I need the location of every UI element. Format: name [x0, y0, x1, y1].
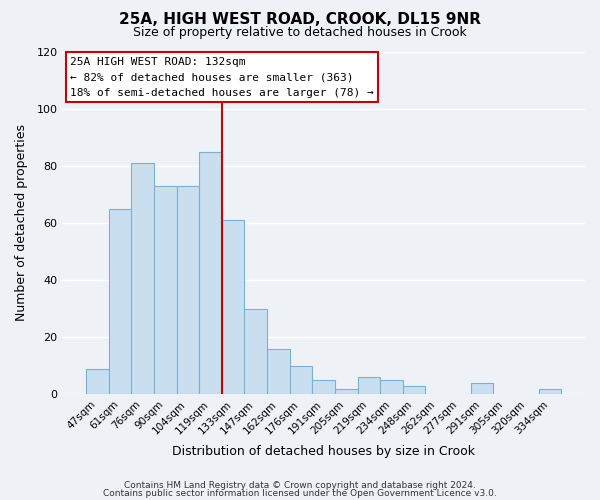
- Bar: [313, 380, 335, 394]
- Bar: [290, 366, 313, 394]
- Text: Size of property relative to detached houses in Crook: Size of property relative to detached ho…: [133, 26, 467, 39]
- Text: 25A HIGH WEST ROAD: 132sqm
← 82% of detached houses are smaller (363)
18% of sem: 25A HIGH WEST ROAD: 132sqm ← 82% of deta…: [70, 56, 374, 98]
- Bar: [471, 383, 493, 394]
- Bar: [358, 378, 380, 394]
- Bar: [335, 388, 358, 394]
- Bar: [199, 152, 222, 394]
- Y-axis label: Number of detached properties: Number of detached properties: [15, 124, 28, 322]
- Bar: [176, 186, 199, 394]
- Bar: [154, 186, 176, 394]
- Bar: [403, 386, 425, 394]
- Bar: [222, 220, 244, 394]
- Bar: [131, 163, 154, 394]
- Bar: [86, 368, 109, 394]
- Bar: [267, 348, 290, 395]
- Text: Contains HM Land Registry data © Crown copyright and database right 2024.: Contains HM Land Registry data © Crown c…: [124, 481, 476, 490]
- X-axis label: Distribution of detached houses by size in Crook: Distribution of detached houses by size …: [172, 444, 475, 458]
- Bar: [109, 208, 131, 394]
- Bar: [539, 388, 561, 394]
- Bar: [244, 308, 267, 394]
- Text: 25A, HIGH WEST ROAD, CROOK, DL15 9NR: 25A, HIGH WEST ROAD, CROOK, DL15 9NR: [119, 12, 481, 28]
- Bar: [380, 380, 403, 394]
- Text: Contains public sector information licensed under the Open Government Licence v3: Contains public sector information licen…: [103, 489, 497, 498]
